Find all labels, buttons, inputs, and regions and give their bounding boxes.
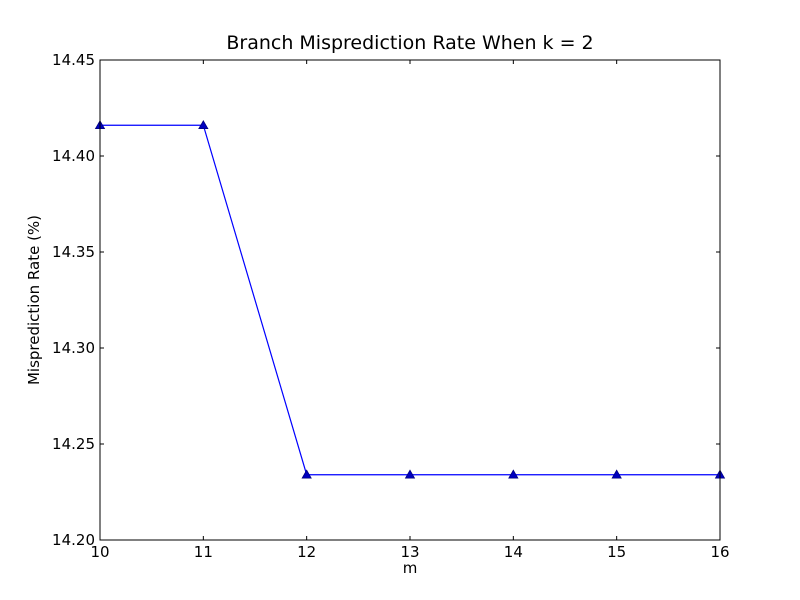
y-tick-label: 14.25 <box>52 435 95 453</box>
data-point-marker <box>508 469 519 479</box>
x-tick-label: 16 <box>710 543 729 561</box>
x-tick-label: 11 <box>194 543 213 561</box>
y-tick-label: 14.40 <box>52 147 95 165</box>
x-tick-label: 15 <box>607 543 626 561</box>
ticks: 10 11 12 13 14 15 16 14.20 14.25 14.30 14.35 14.40 1… <box>52 51 730 561</box>
plot-background <box>100 60 720 540</box>
data-point-marker <box>611 469 622 479</box>
y-axis-label: Misprediction Rate (%) <box>25 215 43 385</box>
x-tick-label: 12 <box>297 543 316 561</box>
plot-frame <box>99 59 721 541</box>
y-tick-label: 14.35 <box>52 243 95 261</box>
y-tick-label: 14.45 <box>52 51 95 69</box>
x-tick-label: 13 <box>400 543 419 561</box>
x-tick-label: 14 <box>504 543 523 561</box>
series-layer <box>94 119 726 479</box>
y-tick-label: 14.30 <box>52 339 95 357</box>
data-point-marker <box>198 119 209 130</box>
data-point-marker <box>404 469 416 479</box>
data-point-marker <box>301 469 312 479</box>
plot-area <box>100 60 720 540</box>
x-axis-label: m <box>403 559 418 577</box>
chart-title: Branch Misprediction Rate When k = 2 <box>226 32 593 54</box>
y-tick-label: 14.20 <box>52 531 95 549</box>
x-tick-label: 10 <box>90 543 109 561</box>
